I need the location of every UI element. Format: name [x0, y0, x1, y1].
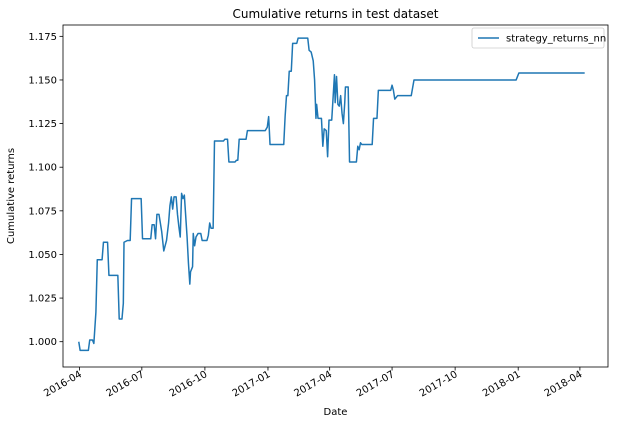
y-tick-label: 1.175	[28, 32, 57, 43]
y-axis: 1.000 1.025 1.050 1.075 1.100 1.125 1.150 1.175	[28, 32, 63, 348]
y-tick-label: 1.000	[28, 337, 57, 348]
y-axis-label: Cumulative returns	[6, 148, 17, 244]
plot-area	[62, 24, 609, 368]
chart-title: Cumulative returns in test dataset	[232, 7, 438, 21]
y-tick-label: 1.150	[28, 75, 57, 86]
legend-label: strategy_returns_nn	[506, 34, 606, 45]
series-line	[78, 37, 585, 352]
legend: strategy_returns_nn	[471, 27, 606, 49]
y-tick-label: 1.125	[28, 119, 57, 130]
y-tick-label: 1.025	[28, 294, 57, 305]
y-tick-label: 1.050	[28, 250, 57, 261]
y-tick-label: 1.100	[28, 163, 57, 174]
y-tick-label: 1.075	[28, 206, 57, 217]
legend-box	[471, 27, 605, 49]
series-layer	[78, 37, 585, 352]
x-axis-label: Date	[324, 407, 348, 418]
axes-frame	[62, 24, 609, 368]
